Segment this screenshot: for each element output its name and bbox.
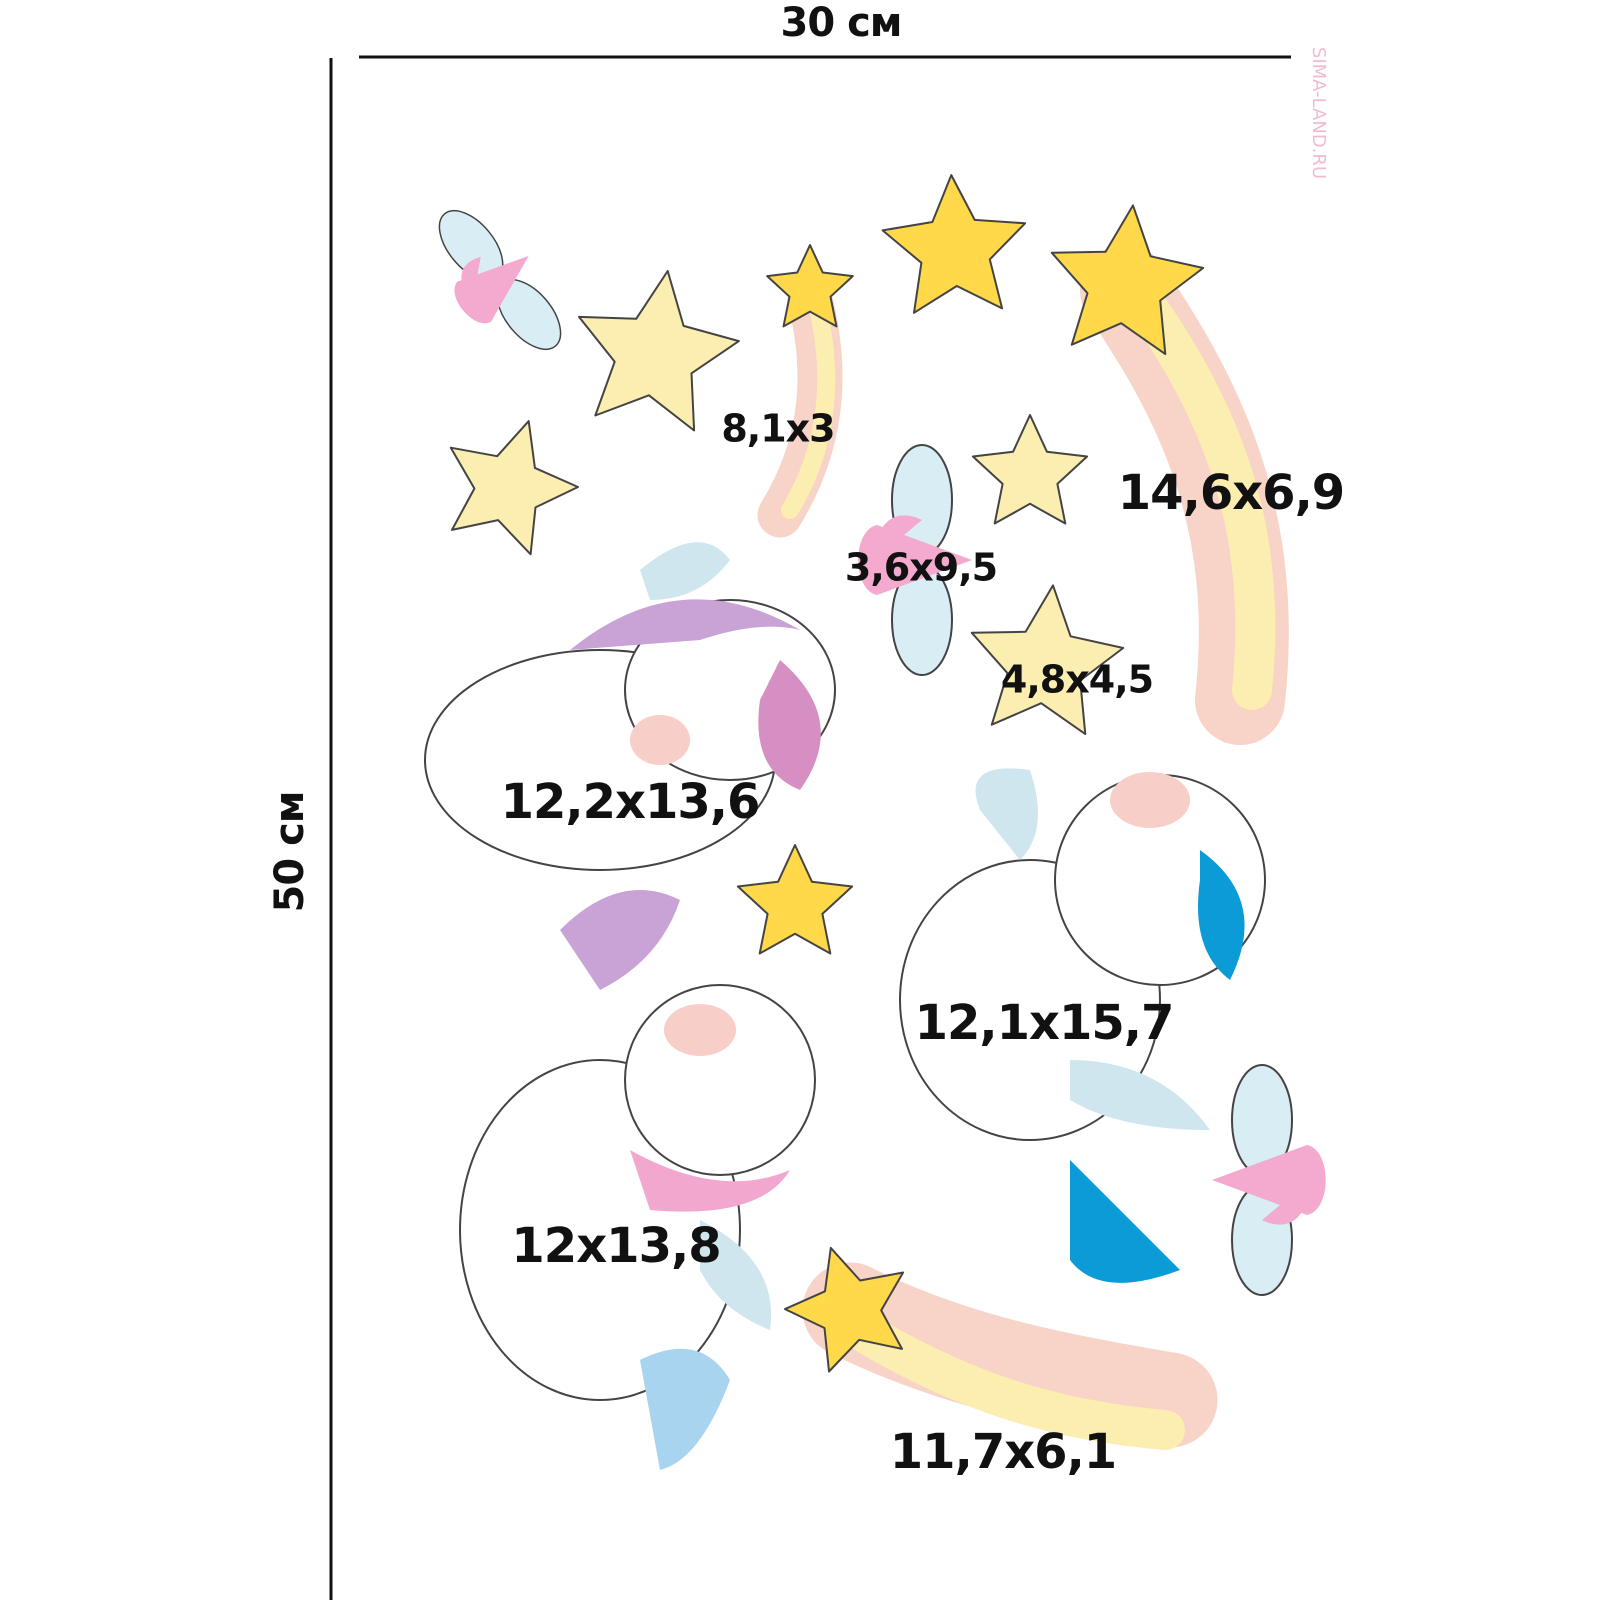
winged-heart bbox=[438, 210, 562, 350]
rainbow-tail bbox=[1115, 270, 1276, 710]
star bbox=[784, 1246, 905, 1373]
star bbox=[970, 584, 1125, 736]
size-label: 14,6x6,9 bbox=[1118, 465, 1344, 521]
size-label: 3,6x9,5 bbox=[845, 546, 997, 590]
star bbox=[1050, 204, 1205, 356]
size-label: 12x13,8 bbox=[511, 1218, 720, 1274]
stickers-art bbox=[424, 174, 1326, 1470]
size-label: 11,7x6,1 bbox=[890, 1424, 1116, 1480]
star bbox=[881, 174, 1027, 314]
size-label: 8,1x3 bbox=[721, 407, 834, 451]
rainbow-tail bbox=[840, 1310, 1185, 1450]
heart bbox=[454, 255, 529, 324]
unicorn bbox=[459, 984, 816, 1470]
size-label: 4,8x4,5 bbox=[1001, 658, 1153, 702]
size-label: 12,2x13,6 bbox=[501, 774, 760, 830]
star bbox=[971, 414, 1089, 525]
heart bbox=[1212, 1145, 1326, 1225]
size-label: 12,1x15,7 bbox=[915, 995, 1174, 1051]
height-label: 50 см bbox=[267, 792, 313, 913]
star bbox=[766, 244, 854, 328]
star bbox=[736, 844, 854, 955]
heart bbox=[858, 515, 972, 595]
width-label: 30 см bbox=[781, 0, 902, 46]
watermark: SIMA-LAND.RU bbox=[1308, 47, 1329, 179]
rainbow-tail bbox=[781, 291, 836, 519]
star bbox=[578, 270, 740, 432]
winged-heart bbox=[1212, 1064, 1326, 1296]
unicorn bbox=[424, 542, 836, 990]
star bbox=[449, 420, 579, 556]
unicorn bbox=[899, 768, 1266, 1283]
winged-heart bbox=[858, 444, 972, 676]
